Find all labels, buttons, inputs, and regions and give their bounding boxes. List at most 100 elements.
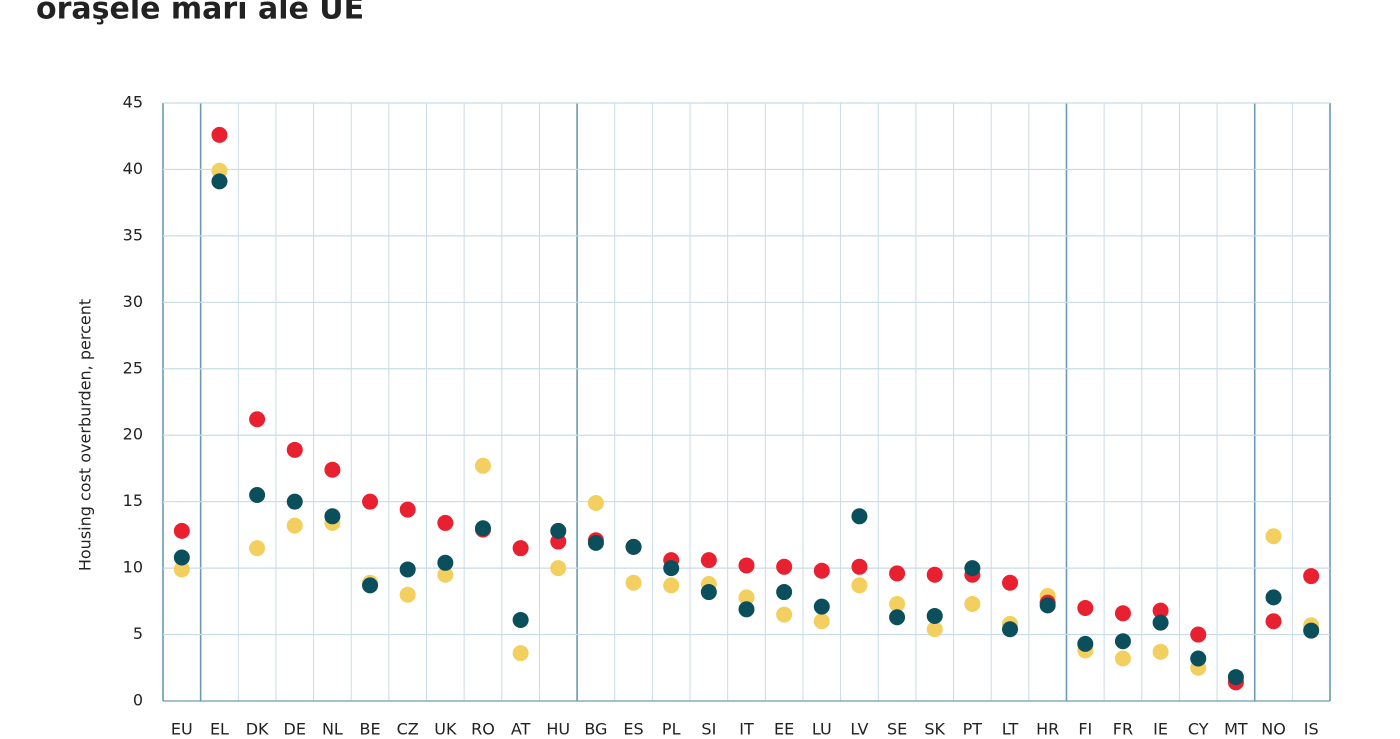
x-tick-label: IE (1153, 720, 1168, 736)
dot (663, 577, 680, 594)
x-tick-label: EU (171, 720, 193, 736)
dot (851, 558, 868, 575)
dot (851, 577, 868, 594)
y-tick-label: 0 (133, 691, 143, 710)
dot (437, 566, 454, 583)
x-tick-label: LU (812, 720, 832, 736)
y-tick-label: 10 (123, 558, 143, 577)
dot (1114, 650, 1131, 667)
dot (1039, 597, 1056, 614)
dot (625, 574, 642, 591)
dot (889, 565, 906, 582)
dot (1114, 605, 1131, 622)
dot (813, 598, 830, 615)
x-tick-label: IS (1304, 720, 1319, 736)
y-tick-label: 35 (123, 225, 143, 244)
x-tick-label: MT (1224, 720, 1248, 736)
dot (173, 561, 190, 578)
dot (286, 441, 303, 458)
dot (437, 554, 454, 571)
dot (1077, 599, 1094, 616)
dot (173, 549, 190, 566)
x-tick-label: NL (322, 720, 343, 736)
x-tick-label: FI (1078, 720, 1092, 736)
dot (474, 520, 491, 537)
x-tick-label: DK (246, 720, 269, 736)
y-tick-label: 40 (123, 159, 143, 178)
dot (550, 560, 567, 577)
dot (249, 540, 266, 557)
x-tick-label: SK (924, 720, 945, 736)
dot (1077, 635, 1094, 652)
dot (700, 552, 717, 569)
dot (286, 493, 303, 510)
dot (776, 606, 793, 623)
dot (1152, 602, 1169, 619)
dot (625, 538, 642, 555)
dot (512, 645, 529, 662)
dot (889, 609, 906, 626)
dot (1265, 589, 1282, 606)
dot (362, 493, 379, 510)
dot (1227, 669, 1244, 686)
dot (211, 126, 228, 143)
x-tick-label: AT (511, 720, 531, 736)
dot (211, 173, 228, 190)
dot (813, 613, 830, 630)
dot (249, 487, 266, 504)
dot (738, 557, 755, 574)
dot (1152, 614, 1169, 631)
dot (738, 601, 755, 618)
dot (813, 562, 830, 579)
x-tick-label: RO (471, 720, 495, 736)
x-tick-label: LT (1002, 720, 1019, 736)
x-tick-label: BG (584, 720, 607, 736)
x-tick-label: CZ (397, 720, 419, 736)
dot (776, 584, 793, 601)
dot (399, 561, 416, 578)
dot (324, 461, 341, 478)
dot (587, 534, 604, 551)
dot (249, 411, 266, 428)
dot (926, 566, 943, 583)
dot (1265, 528, 1282, 545)
y-tick-label: 30 (123, 292, 143, 311)
y-tick-label: 25 (123, 358, 143, 377)
y-tick-label: 5 (133, 624, 143, 643)
dot (1190, 626, 1207, 643)
x-tick-label: FR (1113, 720, 1133, 736)
dot (1303, 568, 1320, 585)
dot (362, 577, 379, 594)
dot (1114, 633, 1131, 650)
dot (437, 514, 454, 531)
dot (1265, 613, 1282, 630)
dot (964, 595, 981, 612)
x-tick-label: EE (774, 720, 794, 736)
dot (776, 558, 793, 575)
x-tick-label: SE (887, 720, 907, 736)
dot (1002, 621, 1019, 638)
dot (550, 522, 567, 539)
y-axis-label: Housing cost overburden, percent (76, 299, 95, 571)
x-tick-label: SI (701, 720, 716, 736)
dot (1190, 650, 1207, 667)
y-tick-label: 45 (123, 93, 143, 112)
dot (926, 621, 943, 638)
x-tick-label: UK (434, 720, 457, 736)
dot (512, 540, 529, 557)
x-tick-label: LV (850, 720, 868, 736)
dot (926, 607, 943, 624)
chart-title: oraşele mari ale UE (36, 0, 364, 27)
dot (173, 522, 190, 539)
x-tick-label: DE (284, 720, 306, 736)
x-tick-label: IT (739, 720, 754, 736)
dot (663, 560, 680, 577)
dot (324, 508, 341, 525)
x-tick-label: HU (546, 720, 570, 736)
dot (1002, 574, 1019, 591)
dot (286, 517, 303, 534)
x-tick-label: ES (623, 720, 643, 736)
dot (1152, 643, 1169, 660)
